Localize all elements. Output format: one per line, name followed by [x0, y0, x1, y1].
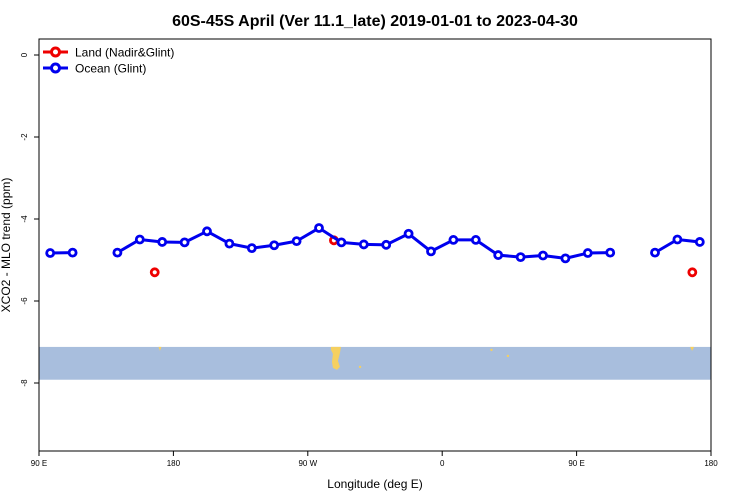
ocean-data-point — [650, 247, 660, 258]
x-tick-label: 90 E — [568, 459, 584, 468]
map-land-patch — [690, 346, 695, 351]
map-land-dot — [490, 348, 493, 352]
ocean-data-point — [493, 250, 504, 260]
ocean-data-point — [515, 252, 526, 263]
land-data-point — [149, 267, 160, 278]
legend: Land (Nadir&Glint) Ocean (Glint) — [43, 46, 174, 76]
y-tick-label: 0 — [20, 52, 29, 57]
ocean-data-point — [179, 237, 190, 248]
ocean-data-point — [582, 248, 593, 258]
ocean-data-point — [224, 238, 235, 249]
x-tick-label: 90 W — [298, 459, 317, 468]
series-layer — [45, 223, 705, 278]
ocean-data-point — [381, 239, 392, 250]
chart-title: 60S-45S April (Ver 11.1_late) 2019-01-01… — [172, 13, 578, 30]
ocean-data-point — [560, 253, 571, 264]
x-axis-label: Longitude (deg E) — [327, 477, 422, 491]
ocean-data-point — [157, 237, 168, 247]
ocean-data-point — [426, 246, 436, 257]
legend-ocean-marker — [50, 62, 61, 74]
ocean-data-point — [448, 235, 459, 245]
map-land-patch — [330, 346, 341, 370]
ocean-data-point — [246, 243, 257, 254]
ocean-data-point — [45, 248, 56, 258]
y-tick-label: -2 — [20, 133, 29, 141]
x-axis: 90 E 180 90 W 0 90 E 180 — [31, 451, 718, 468]
y-tick-label: -6 — [20, 297, 29, 305]
ocean-data-point — [538, 250, 548, 261]
ocean-data-point — [314, 223, 324, 233]
legend-ocean-label: Ocean (Glint) — [75, 62, 146, 76]
x-tick-label: 90 E — [31, 459, 47, 468]
map-land-patch — [158, 346, 162, 351]
ocean-data-point — [134, 234, 145, 245]
y-tick-label: -8 — [20, 379, 29, 387]
x-tick-label: 0 — [440, 459, 445, 468]
x-tick-label: 180 — [704, 459, 718, 468]
ocean-data-point — [672, 234, 683, 245]
ocean-data-point — [269, 240, 280, 251]
x-tick-label: 180 — [167, 459, 181, 468]
map-ocean-band — [39, 346, 711, 380]
ocean-data-point — [403, 228, 414, 239]
legend-land-marker — [50, 46, 61, 58]
y-axis: 0 -2 -4 -6 -8 — [20, 52, 39, 387]
ocean-data-point — [67, 247, 78, 258]
y-axis-label: XCO2 - MLO trend (ppm) — [0, 178, 13, 313]
ocean-data-point — [358, 239, 369, 250]
land-data-point — [687, 267, 698, 278]
map-land-dot — [358, 365, 362, 369]
ocean-data-point — [336, 237, 347, 248]
map-inset — [39, 346, 711, 380]
ocean-data-point — [202, 226, 212, 237]
ocean-data-point — [291, 236, 302, 247]
plot-frame — [38, 38, 712, 452]
ocean-data-point — [470, 235, 481, 245]
ocean-data-point — [605, 247, 616, 258]
y-tick-label: -4 — [20, 215, 29, 223]
ocean-data-point — [112, 247, 123, 258]
legend-land-label: Land (Nadir&Glint) — [75, 46, 174, 60]
ocean-data-point — [694, 237, 705, 247]
map-land-dot — [506, 354, 510, 358]
